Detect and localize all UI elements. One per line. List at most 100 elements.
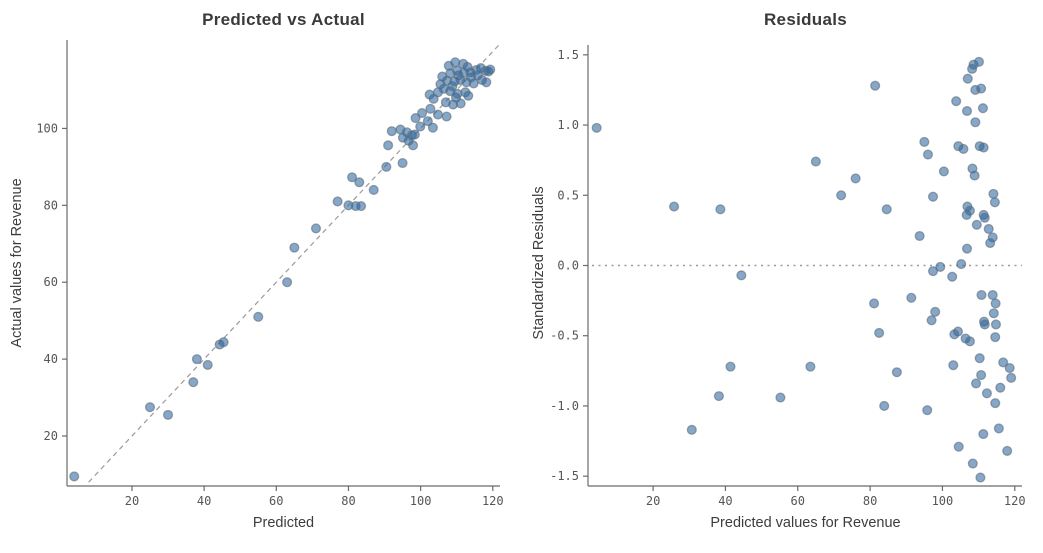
data-point <box>881 204 892 215</box>
data-point <box>964 336 975 347</box>
data-point <box>775 392 786 403</box>
y-tick-label: 100 <box>36 121 58 135</box>
data-point <box>948 360 959 371</box>
y-tick-label: 0.0 <box>557 259 579 273</box>
data-point <box>971 219 982 230</box>
data-point <box>686 424 697 435</box>
data-point <box>990 319 1002 330</box>
data-point <box>425 103 436 114</box>
data-point <box>410 113 421 124</box>
data-point <box>810 156 821 167</box>
data-point <box>870 80 881 91</box>
y-tick-label: 0.5 <box>557 188 579 202</box>
data-point <box>591 122 602 133</box>
data-point <box>415 121 426 132</box>
y-tick-label: 40 <box>44 352 58 366</box>
data-point <box>983 223 994 235</box>
data-point <box>906 292 917 303</box>
data-point <box>310 223 322 234</box>
data-point <box>973 56 985 67</box>
data-point <box>450 57 461 68</box>
x-tick-label: 100 <box>410 494 432 508</box>
data-point <box>979 212 990 223</box>
data-point <box>938 166 949 177</box>
data-point <box>354 177 365 188</box>
data-point <box>397 157 408 169</box>
x-tick-label: 40 <box>718 494 732 508</box>
y-tick-label: 1.5 <box>557 48 579 62</box>
scatter-plot-predicted-vs-actual: 20 40 60 80 100 120 20 40 60 80 100 <box>36 40 504 508</box>
y-tick-label: 1.0 <box>557 118 579 132</box>
data-point <box>978 428 989 440</box>
data-point <box>1002 445 1013 456</box>
data-point <box>970 117 981 128</box>
y-tick-label: 80 <box>44 198 58 212</box>
data-point <box>386 126 397 137</box>
data-point <box>927 266 939 277</box>
data-point <box>69 471 80 482</box>
x-tick-label: 20 <box>646 494 660 508</box>
data-point <box>971 378 982 389</box>
scatter-plot-residuals: 20 40 60 80 100 120 -1.5 -1.0 -0.5 0.0 0.5 1.0 1.5 <box>550 45 1026 508</box>
x-tick-label: 80 <box>341 494 355 508</box>
panel-residuals: Residuals 20 40 60 80 100 120 -1.5 -1.0 -0.5 0.0 0… <box>522 0 1043 553</box>
y-axis-label-actual-values: Actual values for Revenue <box>9 178 25 348</box>
data-point <box>951 96 962 107</box>
data-point <box>958 143 969 154</box>
data-point <box>485 64 496 75</box>
data-point <box>850 173 861 184</box>
data-point <box>988 308 999 319</box>
data-point <box>922 149 934 160</box>
data-point <box>409 129 420 140</box>
data-point <box>381 161 392 172</box>
data-point <box>987 289 998 301</box>
data-point <box>993 423 1004 434</box>
data-point <box>974 353 985 364</box>
data-point <box>990 298 1001 309</box>
data-point <box>995 382 1006 393</box>
data-point <box>202 359 213 370</box>
x-tick-label: 40 <box>197 494 211 508</box>
data-point <box>282 277 293 288</box>
data-point <box>441 111 452 122</box>
data-point <box>403 135 414 146</box>
data-point <box>368 184 379 195</box>
data-point <box>452 88 463 99</box>
x-tick-label: 60 <box>269 494 283 508</box>
data-point <box>989 197 1000 208</box>
data-point <box>977 103 988 114</box>
data-point <box>332 196 343 207</box>
x-tick-label: 100 <box>932 494 954 508</box>
x-tick-label: 60 <box>791 494 805 508</box>
x-axis-label-predicted: Predicted <box>252 515 315 531</box>
data-point <box>356 201 367 212</box>
identity-reference-line <box>88 43 501 483</box>
data-point <box>935 261 946 272</box>
data-point <box>926 315 937 326</box>
data-point <box>981 388 992 399</box>
data-point <box>979 319 990 330</box>
data-point <box>976 83 987 94</box>
data-point <box>998 357 1009 368</box>
data-point <box>956 259 967 270</box>
data-point <box>976 369 987 381</box>
y-axis-label-standardized-residuals: Standardized Residuals <box>531 186 547 340</box>
data-point <box>930 306 941 317</box>
data-point <box>927 191 939 202</box>
y-tick-label: 20 <box>44 429 58 443</box>
data-point <box>914 230 925 242</box>
data-point <box>988 188 999 199</box>
data-point <box>188 377 199 388</box>
data-point <box>432 109 443 120</box>
data-point <box>967 458 978 469</box>
data-point <box>836 190 847 201</box>
data-point <box>455 98 466 109</box>
data-point <box>1006 372 1017 383</box>
x-tick-label: 80 <box>863 494 877 508</box>
y-tick-label: -1.5 <box>550 469 579 483</box>
x-tick-label: 120 <box>1004 494 1026 508</box>
data-point <box>953 441 964 452</box>
data-point <box>669 201 680 212</box>
data-point <box>976 289 987 301</box>
data-point <box>422 116 433 127</box>
